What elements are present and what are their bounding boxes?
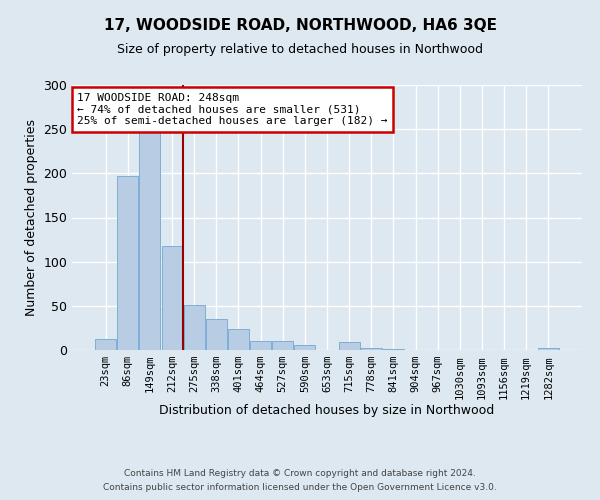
Bar (272, 341, 293, 350)
Bar (228, 329, 249, 350)
Text: Size of property relative to detached houses in Northwood: Size of property relative to detached ho… (117, 42, 483, 56)
Bar (361, 348, 382, 350)
X-axis label: Distribution of detached houses by size in Northwood: Distribution of detached houses by size … (160, 404, 494, 417)
Bar (161, 246, 182, 350)
Text: 17 WOODSIDE ROAD: 248sqm
← 74% of detached houses are smaller (531)
25% of semi-: 17 WOODSIDE ROAD: 248sqm ← 74% of detach… (77, 93, 388, 126)
Bar (538, 348, 559, 350)
Text: Contains HM Land Registry data © Crown copyright and database right 2024.: Contains HM Land Registry data © Crown c… (124, 468, 476, 477)
Y-axis label: Number of detached properties: Number of detached properties (25, 119, 38, 316)
Text: 17, WOODSIDE ROAD, NORTHWOOD, HA6 3QE: 17, WOODSIDE ROAD, NORTHWOOD, HA6 3QE (104, 18, 497, 32)
Text: Contains public sector information licensed under the Open Government Licence v3: Contains public sector information licen… (103, 484, 497, 492)
Bar (139, 128, 160, 350)
Bar (184, 305, 205, 350)
Bar (250, 341, 271, 350)
Bar (295, 344, 316, 350)
Bar (95, 340, 116, 350)
Bar (118, 176, 139, 350)
Bar (206, 319, 227, 350)
Bar (338, 342, 359, 350)
Bar (383, 349, 404, 350)
